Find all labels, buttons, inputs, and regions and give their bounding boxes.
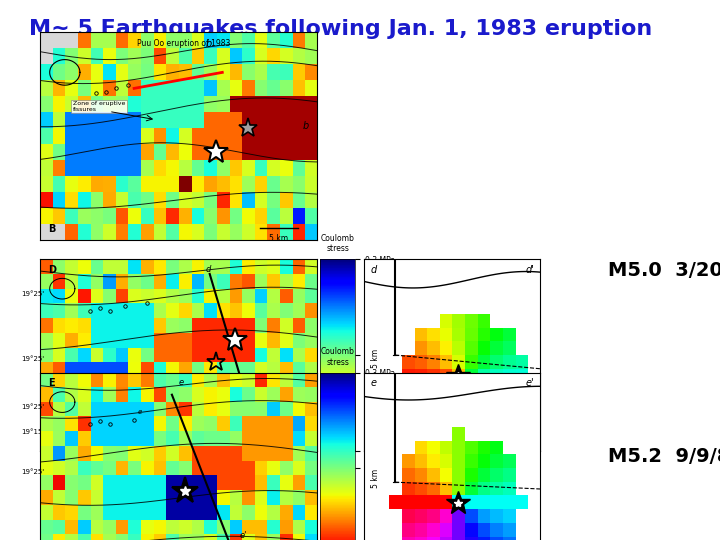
Text: 5 km: 5 km (371, 469, 379, 488)
Text: 5 km: 5 km (433, 434, 453, 443)
Text: Coulomb
stress: Coulomb stress (320, 234, 355, 253)
Text: 19°25': 19°25' (22, 291, 45, 296)
Text: E: E (48, 379, 55, 388)
Text: e': e' (239, 531, 246, 540)
Text: d: d (371, 265, 377, 275)
Text: 19°25': 19°25' (22, 469, 45, 475)
Text: d': d' (267, 412, 274, 421)
Text: 5 km: 5 km (269, 445, 289, 454)
Text: B: B (48, 224, 55, 234)
Text: M5.0  3/20/83: M5.0 3/20/83 (608, 260, 720, 280)
Text: b: b (206, 39, 212, 49)
Text: 5 km: 5 km (371, 349, 379, 368)
Text: d: d (206, 265, 211, 274)
Text: 19°25': 19°25' (22, 356, 45, 362)
Text: 5 km: 5 km (269, 234, 289, 243)
Text: M5.2  9/9/83: M5.2 9/9/83 (608, 447, 720, 466)
Text: 19°25': 19°25' (22, 404, 45, 410)
Text: d': d' (526, 265, 535, 275)
Text: e: e (179, 379, 184, 387)
Text: d: d (206, 436, 211, 445)
Text: b: b (302, 121, 308, 131)
Text: e: e (371, 379, 377, 388)
Text: Puu Oo eruption of 1983: Puu Oo eruption of 1983 (137, 39, 230, 48)
Text: 19°15': 19°15' (22, 429, 45, 435)
Text: Zone of eruptive
fissures: Zone of eruptive fissures (73, 101, 125, 112)
Text: e: e (138, 409, 142, 415)
Text: M~ 5 Earthquakes following Jan. 1, 1983 eruption: M~ 5 Earthquakes following Jan. 1, 1983 … (29, 19, 652, 39)
Text: e': e' (526, 379, 534, 388)
Text: D: D (48, 265, 56, 275)
Text: Coulomb
stress: Coulomb stress (320, 347, 355, 367)
